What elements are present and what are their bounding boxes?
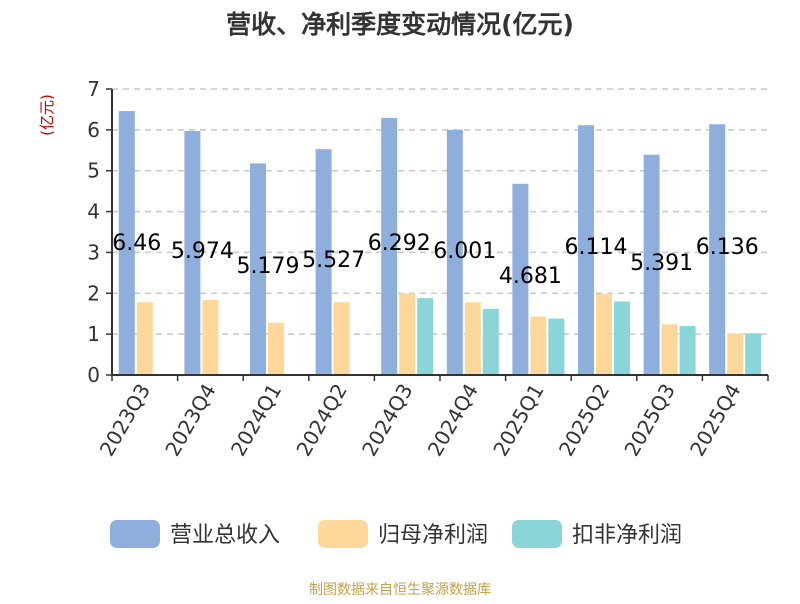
bar-series-0 (381, 117, 398, 376)
bar-series-0 (315, 149, 332, 375)
x-tick-label: 2025Q4 (685, 380, 745, 461)
bar-series-0 (709, 124, 726, 375)
data-label: 6.46 (112, 231, 161, 256)
bar-series-0 (184, 130, 201, 375)
legend-swatch (110, 520, 160, 548)
bar-series-0 (446, 129, 463, 375)
y-tick-label: 5 (87, 159, 100, 183)
bar-series-1 (530, 316, 547, 375)
bar-series-1 (268, 322, 284, 375)
legend: 营业总收入 归母净利润 扣非净利润 (110, 520, 682, 548)
bar-series-2 (745, 333, 762, 375)
data-label: 6.114 (565, 235, 628, 260)
bar-series-0 (250, 163, 266, 375)
bar-series-2 (482, 308, 499, 375)
x-tick-label: 2025Q2 (554, 380, 614, 461)
bar-series-1 (136, 302, 153, 375)
bar-series-1 (596, 294, 612, 375)
x-tick-label: 2024Q4 (423, 380, 483, 461)
bar-series-1 (727, 333, 744, 375)
data-label: 5.179 (237, 254, 300, 279)
bar-series-2 (548, 318, 565, 375)
bar-series-2 (679, 325, 696, 375)
bar-series-1 (202, 299, 219, 375)
bar-series-0 (118, 111, 135, 375)
y-tick-label: 1 (87, 322, 100, 346)
bar-series-0 (512, 183, 529, 375)
data-label: 5.974 (171, 239, 234, 264)
bar-series-0 (578, 125, 594, 375)
data-label: 6.001 (433, 239, 496, 264)
legend-swatch (512, 520, 562, 548)
data-label: 5.391 (630, 251, 693, 276)
bar-series-1 (333, 302, 350, 375)
x-tick-label: 2023Q4 (160, 380, 220, 461)
x-tick-label: 2024Q2 (291, 380, 351, 461)
x-tick-label: 2024Q1 (226, 380, 286, 461)
chart-title: 营收、净利季度变动情况(亿元) (226, 10, 574, 39)
legend-label: 扣非净利润 (572, 523, 682, 548)
bar-series-1 (661, 324, 678, 375)
source-note: 制图数据来自恒生聚源数据库 (309, 582, 491, 598)
x-tick-label: 2024Q3 (357, 380, 417, 461)
bar-series-1 (464, 302, 481, 375)
x-tick-label: 2025Q1 (488, 380, 548, 461)
x-tick-label: 2023Q3 (95, 380, 155, 461)
x-tick-label: 2025Q3 (619, 380, 679, 461)
y-tick-label: 7 (87, 77, 100, 101)
bar-series-2 (614, 301, 630, 375)
bars (118, 111, 762, 376)
y-tick-label: 3 (87, 240, 100, 264)
legend-label: 归母净利润 (378, 523, 488, 548)
data-label: 6.136 (696, 235, 759, 260)
legend-label: 营业总收入 (170, 523, 280, 548)
y-tick-label: 0 (87, 363, 100, 387)
bar-series-0 (643, 154, 660, 375)
grid-lines (112, 88, 768, 335)
y-tick-label: 6 (87, 118, 100, 142)
data-label: 5.527 (302, 248, 365, 273)
bar-series-1 (399, 293, 416, 375)
y-axis-label: (亿元) (38, 94, 56, 136)
data-label: 4.681 (499, 264, 562, 289)
y-tick-label: 4 (87, 200, 100, 224)
bar-series-2 (417, 298, 434, 375)
legend-swatch (318, 520, 368, 548)
y-tick-label: 2 (87, 281, 100, 305)
data-label: 6.292 (368, 231, 431, 256)
